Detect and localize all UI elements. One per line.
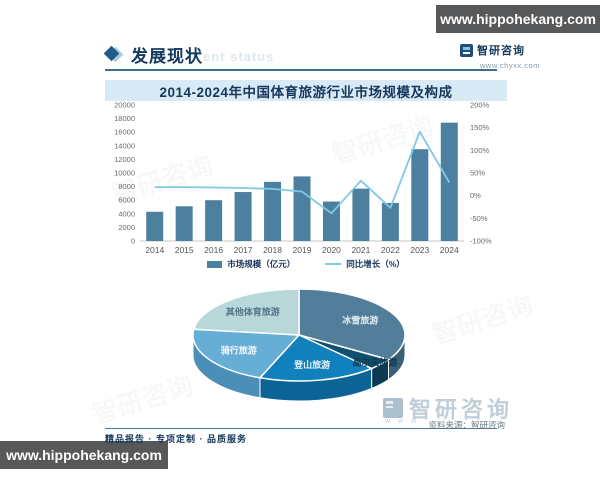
bar-2022 bbox=[381, 202, 399, 241]
bar-2021 bbox=[352, 188, 370, 241]
left-axis-tick: 20000 bbox=[114, 101, 135, 110]
source-watermark-text: 智研咨询 bbox=[409, 397, 514, 422]
bar-2017 bbox=[234, 192, 252, 241]
legend-bar-label: 市场规模（亿元） bbox=[227, 259, 296, 269]
zhiyan-logo-icon bbox=[383, 398, 403, 418]
bar-2018 bbox=[264, 181, 282, 241]
left-axis-tick: 6000 bbox=[118, 196, 135, 205]
footer-divider bbox=[105, 428, 497, 429]
x-axis-label: 2019 bbox=[293, 245, 312, 255]
brand-block: 智研咨询 www.chyxx.com bbox=[460, 42, 570, 70]
x-axis-label: 2024 bbox=[440, 245, 459, 255]
x-axis-label: 2014 bbox=[145, 245, 164, 255]
line-swatch-icon bbox=[325, 263, 342, 265]
bar-2020 bbox=[322, 201, 340, 241]
left-axis-tick: 18000 bbox=[114, 114, 135, 123]
brand-name: 智研咨询 bbox=[477, 45, 525, 57]
diamond-bullet-icon bbox=[103, 45, 124, 64]
bar-swatch-icon bbox=[207, 260, 223, 268]
chart-title: 2014-2024年中国体育旅游行业市场规模及构成 bbox=[105, 80, 507, 101]
left-axis-tick: 4000 bbox=[118, 209, 135, 218]
bar-2015 bbox=[175, 206, 193, 241]
right-axis-tick: 0% bbox=[470, 191, 481, 200]
left-axis-tick: 12000 bbox=[114, 155, 135, 164]
right-axis-tick: 50% bbox=[470, 169, 485, 178]
bar-series bbox=[146, 122, 458, 241]
pie-label-1: 高尔夫旅游 bbox=[352, 356, 397, 367]
growth-line-series bbox=[154, 130, 451, 215]
right-axis-tick: 200% bbox=[470, 101, 490, 110]
brand-url: www.chyxx.com bbox=[480, 61, 540, 70]
section-header: ent status 发展现状 bbox=[103, 42, 505, 68]
footer-services: 精品报告 · 专项定制 · 品质服务 bbox=[105, 434, 247, 444]
left-axis-tick: 14000 bbox=[114, 141, 135, 150]
x-axis-label: 2018 bbox=[263, 245, 282, 255]
legend-line-label: 同比增长（%） bbox=[346, 259, 405, 269]
left-axis-tick: 2000 bbox=[118, 223, 135, 232]
bar-2023 bbox=[411, 149, 429, 241]
x-axis-label: 2021 bbox=[351, 245, 370, 255]
section-title: 发展现状 bbox=[131, 47, 203, 66]
x-axis-label: 2022 bbox=[381, 245, 400, 255]
left-axis-tick: 16000 bbox=[114, 128, 135, 137]
pie-slice-3 bbox=[192, 328, 301, 379]
right-axis-tick: -50% bbox=[470, 214, 488, 223]
pie-label-0: 冰雪旅游 bbox=[342, 314, 378, 325]
chart-legend: 市场规模（亿元） 同比增长（%） bbox=[105, 258, 507, 270]
left-axis-tick: 0 bbox=[131, 237, 135, 246]
left-axis-tick: 10000 bbox=[114, 169, 135, 178]
watermark-www: w w w bbox=[385, 418, 420, 425]
pie-slices bbox=[192, 288, 406, 382]
footer-source: 资料来源：智研咨询 bbox=[428, 420, 505, 430]
right-axis-tick: 100% bbox=[470, 146, 490, 155]
site-badge-top: www.hippohekang.com bbox=[436, 5, 600, 33]
source-watermark-logo: 智研咨询 bbox=[383, 392, 513, 424]
bar-line-chart: 0 2000 4000 6000 8000 10000 12000 14000 16000 180… bbox=[114, 101, 492, 255]
bar-2014 bbox=[146, 211, 164, 241]
pie-label-4: 其他体育旅游 bbox=[226, 306, 280, 317]
legend-item-bar: 市场规模（亿元） bbox=[207, 258, 295, 270]
x-axis-label: 2017 bbox=[234, 245, 253, 255]
right-axis-tick: -100% bbox=[470, 237, 492, 246]
header-divider bbox=[105, 69, 497, 71]
bar-2019 bbox=[293, 176, 311, 241]
pie-slice-4 bbox=[192, 288, 300, 336]
x-axis-label: 2020 bbox=[322, 245, 341, 255]
ghost-watermark-text: ent status bbox=[203, 49, 275, 64]
x-axis-label: 2015 bbox=[175, 245, 194, 255]
left-axis-tick: 8000 bbox=[118, 182, 135, 191]
bar-2016 bbox=[205, 200, 223, 241]
pie-slice-2 bbox=[258, 334, 374, 382]
legend-item-line: 同比增长（%） bbox=[325, 258, 405, 270]
zhiyan-logo-icon bbox=[460, 43, 473, 57]
site-badge-bottom: www.hippohekang.com bbox=[0, 441, 168, 469]
right-axis-tick: 150% bbox=[470, 123, 490, 132]
pie-label-2: 登山旅游 bbox=[293, 359, 330, 370]
x-axis-label: 2016 bbox=[204, 245, 223, 255]
x-axis-label: 2023 bbox=[410, 245, 429, 255]
pie-label-3: 骑行旅游 bbox=[221, 345, 257, 356]
